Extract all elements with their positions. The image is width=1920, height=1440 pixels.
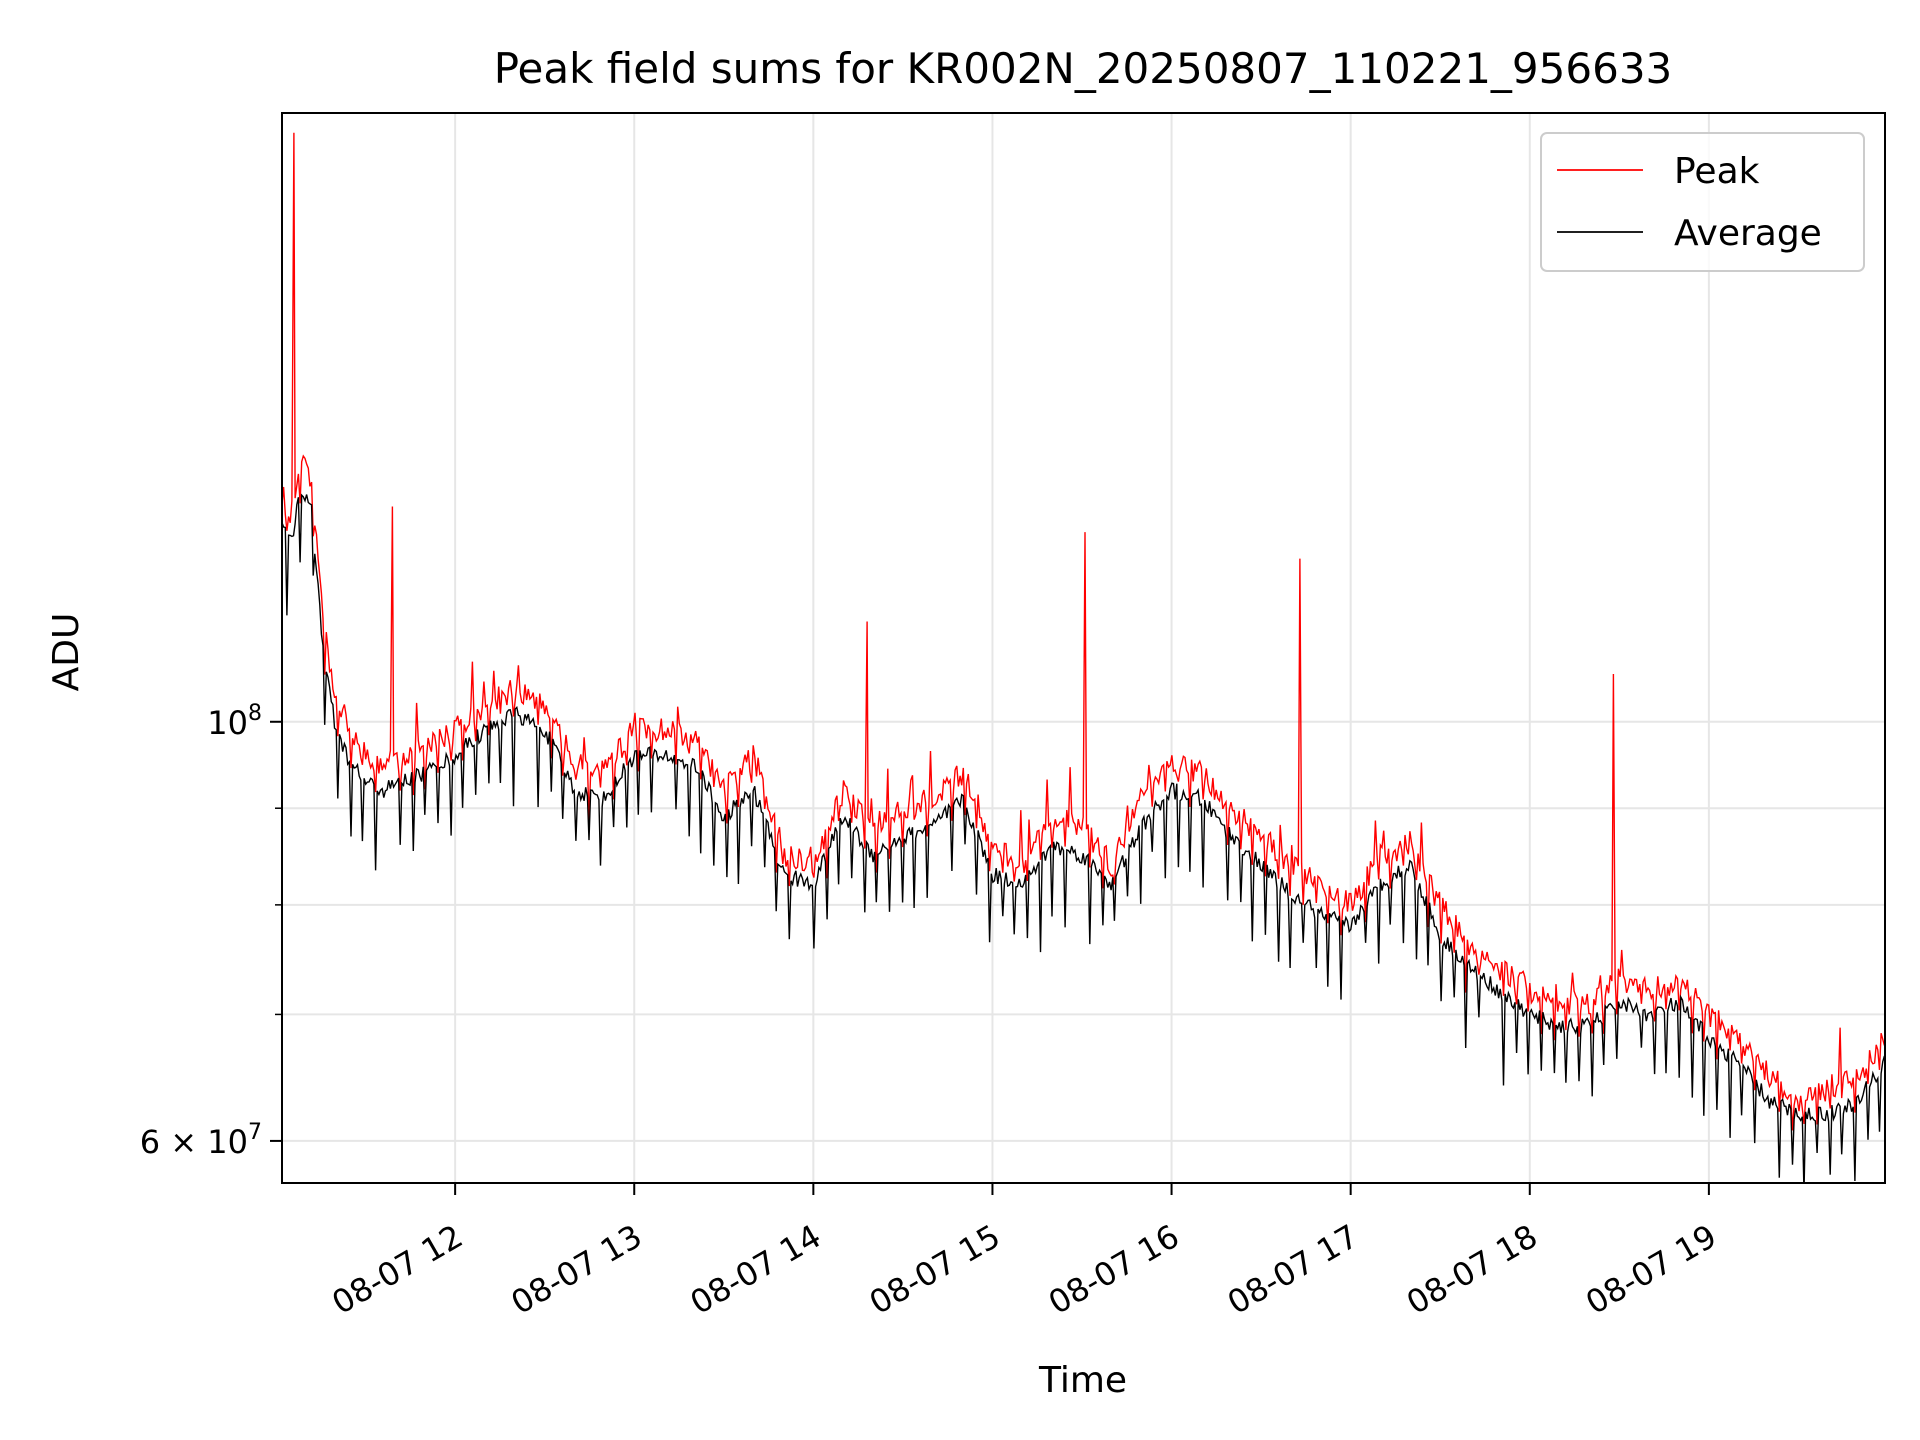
y-axis-label: ADU (46, 613, 87, 692)
series-line-average (282, 493, 1885, 1183)
y-tick-label: 6 × 107 (140, 1120, 262, 1161)
legend-average-label: Average (1674, 213, 1822, 254)
chart-title: Peak field sums for KR002N_20250807_1102… (494, 44, 1673, 93)
series-area (282, 132, 1885, 1183)
legend-peak-label: Peak (1674, 151, 1760, 192)
plot-frame (281, 112, 1886, 1184)
x-axis-label: Time (1038, 1360, 1127, 1401)
legend-box (1540, 132, 1865, 272)
y-tick-label: 108 (207, 701, 262, 742)
legend: Peak Average (1540, 132, 1865, 272)
series-line-peak (282, 132, 1885, 1131)
